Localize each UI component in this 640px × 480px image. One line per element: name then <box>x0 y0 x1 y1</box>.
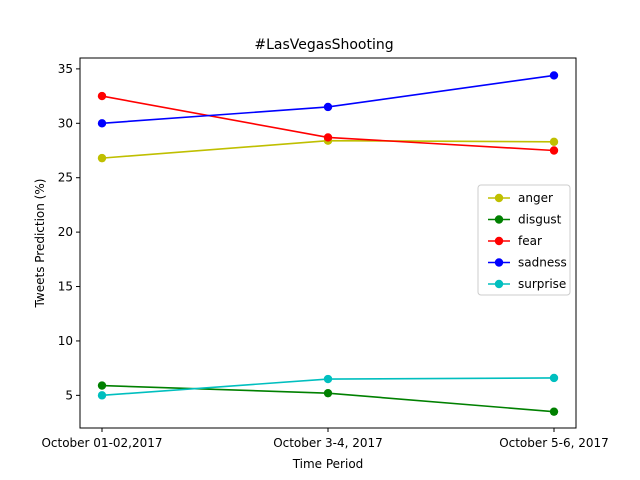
x-tick-label-0: October 01-02,2017 <box>41 436 162 450</box>
legend-marker-anger <box>494 193 504 203</box>
y-axis-label: Tweets Prediction (%) <box>33 179 47 309</box>
x-axis: October 01-02,2017 October 3-4, 2017 Octob… <box>41 428 609 450</box>
point-surprise-1 <box>323 374 333 384</box>
x-tick-label-1: October 3-4, 2017 <box>273 436 383 450</box>
series-disgust <box>97 381 559 416</box>
x-axis-label: Time Period <box>292 457 364 471</box>
y-tick-label-5: 5 <box>65 388 73 402</box>
point-fear-2 <box>549 146 559 155</box>
point-anger-2 <box>549 137 559 146</box>
chart-title: #LasVegasShooting <box>254 37 393 53</box>
legend-marker-disgust <box>494 215 504 224</box>
point-sadness-0 <box>97 119 107 128</box>
y-tick-label-35: 35 <box>58 62 73 76</box>
point-disgust-1 <box>323 388 333 398</box>
legend-box <box>477 184 571 296</box>
series-layer <box>97 71 559 416</box>
legend-marker-fear <box>494 236 504 246</box>
legend-marker-surprise <box>494 279 504 289</box>
point-sadness-2 <box>549 71 559 80</box>
point-disgust-0 <box>97 381 107 390</box>
y-tick-label-20: 20 <box>58 225 73 239</box>
y-tick-label-30: 30 <box>58 116 73 130</box>
y-tick-label-15: 15 <box>58 280 73 294</box>
legend-label-surprise: surprise <box>518 277 566 291</box>
series-fear <box>97 91 559 155</box>
legend: anger disgust fear sadness surprise <box>477 184 571 296</box>
y-tick-label-10: 10 <box>58 334 73 348</box>
y-tick-label-25: 25 <box>58 171 73 185</box>
point-surprise-0 <box>97 391 107 400</box>
point-surprise-2 <box>549 373 559 383</box>
point-anger-0 <box>97 153 107 163</box>
point-fear-0 <box>97 91 107 101</box>
series-surprise <box>97 373 559 400</box>
legend-label-disgust: disgust <box>518 213 562 227</box>
point-sadness-1 <box>323 102 333 112</box>
x-tick-label-2: October 5-6, 2017 <box>499 436 609 450</box>
point-fear-1 <box>323 133 333 142</box>
point-disgust-2 <box>549 407 559 416</box>
y-axis: 5 10 15 20 25 30 35 <box>58 62 80 402</box>
legend-label-fear: fear <box>518 234 542 248</box>
legend-marker-sadness <box>494 258 504 267</box>
legend-label-anger: anger <box>518 191 553 205</box>
series-line-sadness <box>101 74 555 125</box>
series-sadness <box>97 71 559 128</box>
legend-label-sadness: sadness <box>518 256 567 270</box>
